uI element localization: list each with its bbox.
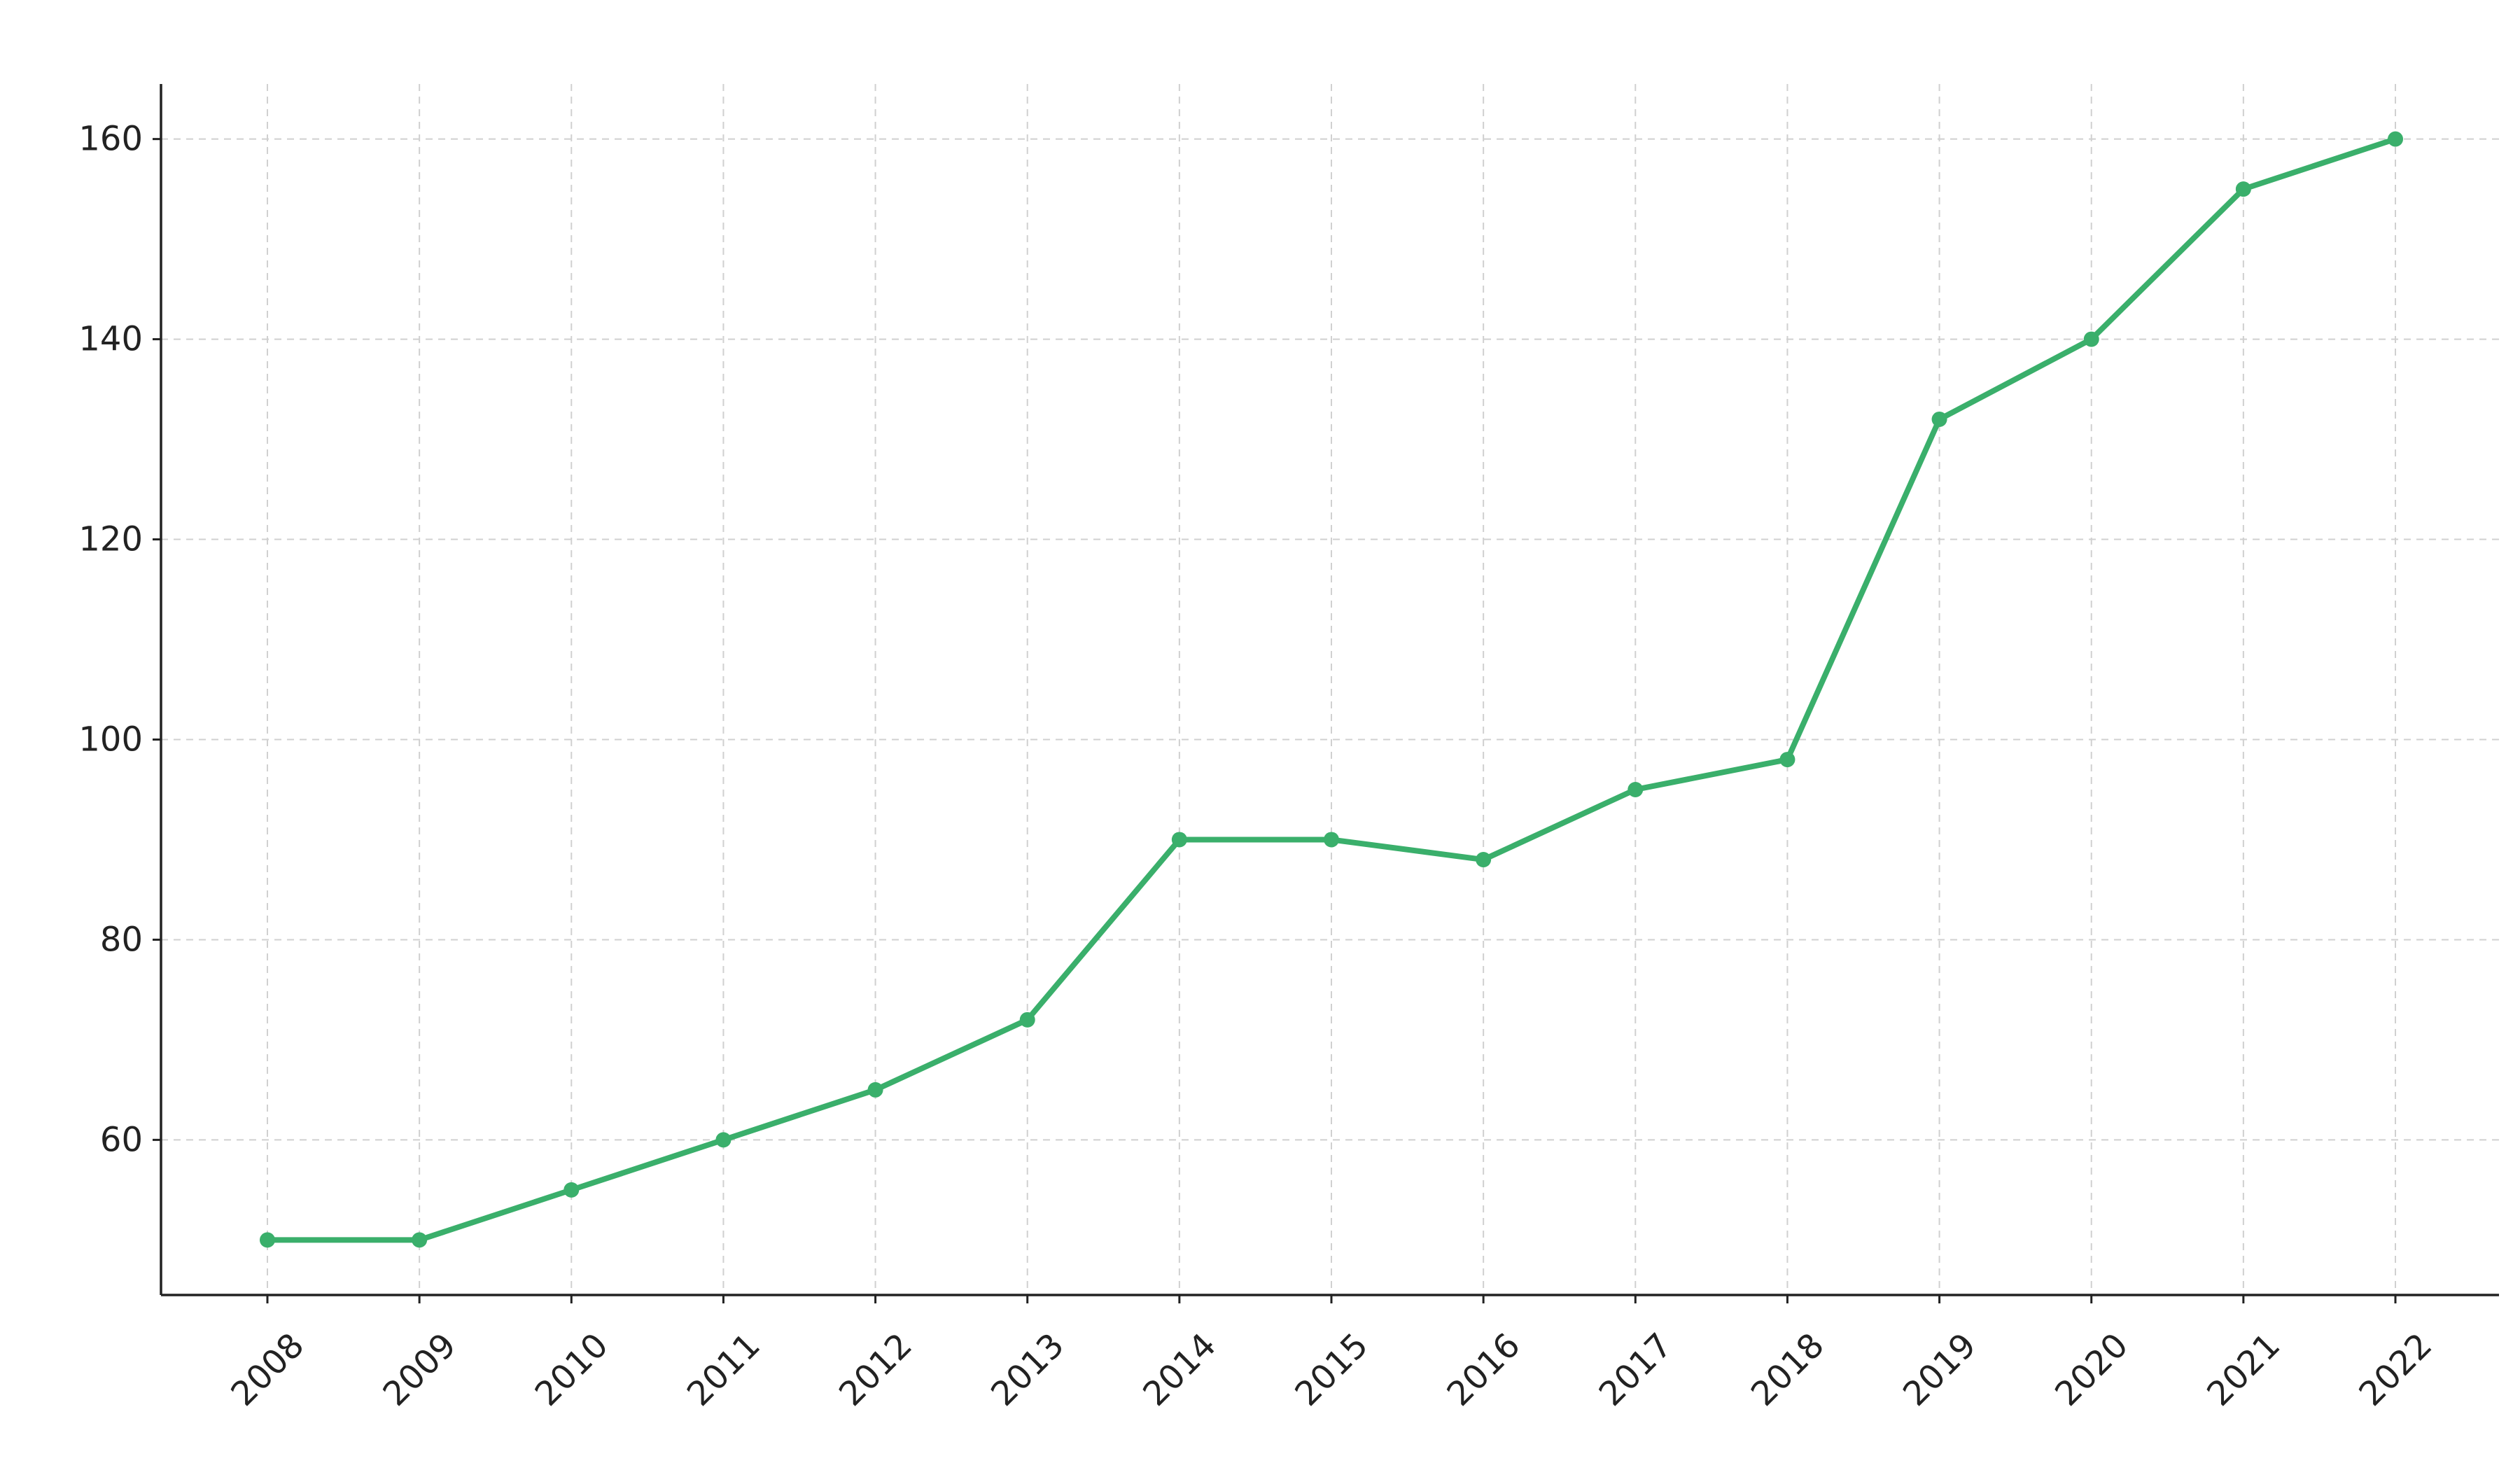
data-point [260, 1232, 275, 1248]
data-series [260, 131, 2403, 1248]
x-tick-label: 2008 [223, 1326, 312, 1414]
x-tick-label: 2022 [2351, 1326, 2440, 1414]
x-tick-label: 2018 [1744, 1326, 1832, 1414]
x-tick-label: 2021 [2199, 1326, 2288, 1414]
x-tick-label: 2012 [832, 1326, 920, 1414]
x-axis-ticks: 2008 2009 2010 2011 2012 2013 2014 2015 2016 2017… [223, 1295, 2440, 1414]
y-axis-ticks: 60 80 100 120 140 160 [78, 120, 161, 1159]
y-tick-label: 160 [78, 120, 143, 159]
x-tick-label: 2020 [2047, 1326, 2136, 1414]
data-point [1931, 411, 1947, 427]
x-tick-label: 2013 [983, 1326, 1072, 1414]
x-tick-label: 2015 [1287, 1326, 1376, 1414]
grid-lines [161, 84, 2499, 1295]
data-point [2083, 331, 2099, 347]
data-point [1779, 752, 1795, 768]
y-tick-label: 140 [78, 320, 143, 359]
y-tick-label: 100 [78, 720, 143, 759]
x-tick-label: 2009 [376, 1326, 464, 1414]
data-point [715, 1132, 732, 1148]
y-tick-label: 60 [100, 1120, 143, 1159]
x-tick-label: 2014 [1135, 1326, 1224, 1414]
x-tick-label: 2011 [680, 1326, 768, 1414]
data-point [1324, 832, 1339, 848]
data-point [412, 1232, 428, 1248]
data-point [1171, 832, 1187, 848]
data-point [564, 1182, 580, 1198]
y-tick-label: 120 [78, 520, 143, 559]
y-tick-label: 80 [100, 920, 143, 959]
data-point [2388, 131, 2403, 147]
x-tick-label: 2016 [1440, 1326, 1528, 1414]
data-point [1476, 852, 1492, 868]
data-point [867, 1082, 883, 1098]
x-tick-label: 2010 [528, 1326, 616, 1414]
axes [160, 84, 2499, 1296]
x-tick-label: 2019 [1896, 1326, 1984, 1414]
data-point [1628, 781, 1644, 797]
data-point [1019, 1011, 1035, 1028]
data-point [2235, 181, 2251, 197]
x-tick-label: 2017 [1592, 1326, 1680, 1414]
